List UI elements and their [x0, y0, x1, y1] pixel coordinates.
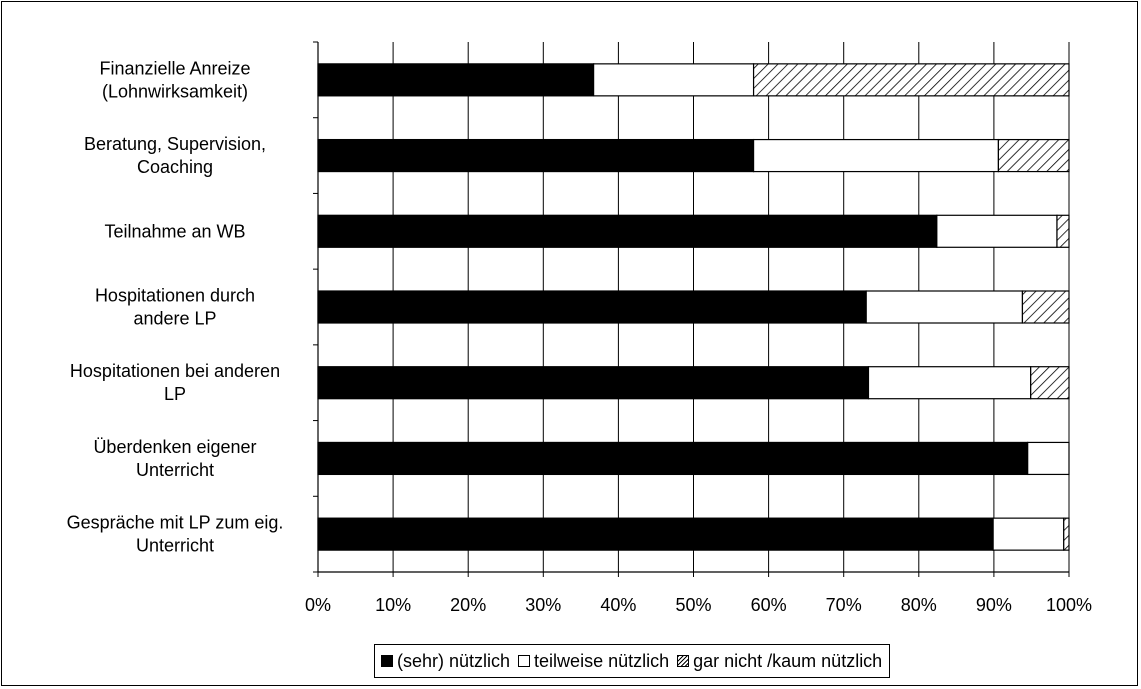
legend-swatch [518, 655, 531, 667]
bar-segment-series-1 [936, 214, 1058, 248]
category-label: Gespräche mit LP zum eig. Unterricht [67, 513, 284, 556]
category-label: Beratung, Supervision, Coaching [84, 134, 266, 177]
x-tick-label: 40% [600, 595, 636, 615]
bar-segment-series-0 [317, 214, 938, 248]
bar-segment-series-1 [992, 517, 1065, 551]
bar-segment-series-0 [317, 290, 867, 324]
category-label-line: Unterricht [136, 536, 214, 556]
x-tick-label: 90% [976, 595, 1012, 615]
bar-segment-series-0 [317, 138, 755, 173]
bar-segment-series-2 [752, 63, 1070, 97]
category-label-line: Coaching [137, 157, 213, 177]
bar-segment-series-2 [1063, 517, 1070, 551]
category-label-line: Hospitationen durch [95, 286, 255, 306]
bar-segment-series-2 [997, 138, 1070, 173]
category-label-line: Überdenken eigener [93, 437, 256, 457]
legend-item: teilweise nützlich [518, 651, 669, 672]
x-tick-label: 60% [751, 595, 787, 615]
category-label-line: Hospitationen bei anderen [70, 361, 280, 381]
category-label-line: (Lohnwirksamkeit) [102, 81, 248, 101]
category-label: Finanzielle Anreize (Lohnwirksamkeit) [99, 58, 250, 101]
x-tick-label: 20% [450, 595, 486, 615]
legend-item: (sehr) nützlich [381, 651, 510, 672]
bar-segment-series-0 [317, 366, 870, 400]
bar-segment-series-1 [752, 138, 1000, 173]
category-label-line: Gespräche mit LP zum eig. [67, 513, 284, 533]
bar-segment-series-2 [1030, 366, 1070, 400]
bar-segment-series-0 [317, 63, 595, 97]
legend: (sehr) nützlich teilweise nützlich gar nic… [374, 644, 891, 678]
legend-item: gar nicht /kaum nützlich [677, 651, 882, 672]
category-label-line: LP [164, 384, 186, 404]
x-tick-label: 50% [675, 595, 711, 615]
bar-segment-series-0 [317, 517, 994, 551]
bar-segment-series-2 [1021, 290, 1070, 324]
legend-label: (sehr) nützlich [397, 650, 511, 671]
category-label-line: Finanzielle Anreize [99, 58, 250, 78]
category-label: Überdenken eigener Unterricht [93, 437, 256, 480]
axes [313, 41, 1070, 577]
bar-segment-series-1 [865, 290, 1024, 324]
x-tick-label: 10% [375, 595, 411, 615]
x-tick-label: 30% [525, 595, 561, 615]
x-tick-label: 100% [1046, 595, 1092, 615]
legend-label: gar nicht /kaum nützlich [693, 650, 883, 671]
x-tick-labels: 0% 10% 20% 30% 40% 50% 60% 70% 80% 90% 100% [305, 595, 1092, 615]
category-label-line: Unterricht [136, 460, 214, 480]
bar-segment-series-2 [1056, 214, 1070, 248]
x-tick-label: 80% [901, 595, 937, 615]
legend-swatch [677, 655, 690, 667]
legend-swatch [381, 655, 393, 667]
legend-label: teilweise nützlich [534, 650, 670, 671]
category-labels: Finanzielle Anreize (Lohnwirksamkeit) Bera… [67, 58, 284, 555]
category-label: Teilnahme an WB [104, 221, 245, 241]
category-label-line: andere LP [133, 309, 216, 329]
x-tick-label: 70% [826, 595, 862, 615]
bar-segment-series-0 [317, 441, 1029, 476]
x-tick-label: 0% [305, 595, 331, 615]
bars [317, 63, 1070, 551]
bar-segment-series-1 [867, 366, 1032, 400]
category-label: Hospitationen durch andere LP [95, 286, 255, 329]
bar-segment-series-1 [1027, 441, 1070, 476]
category-label-line: Beratung, Supervision, [84, 134, 266, 154]
category-label-line: Teilnahme an WB [104, 221, 245, 241]
category-label: Hospitationen bei anderen LP [70, 361, 280, 404]
bar-segment-series-1 [593, 63, 755, 97]
